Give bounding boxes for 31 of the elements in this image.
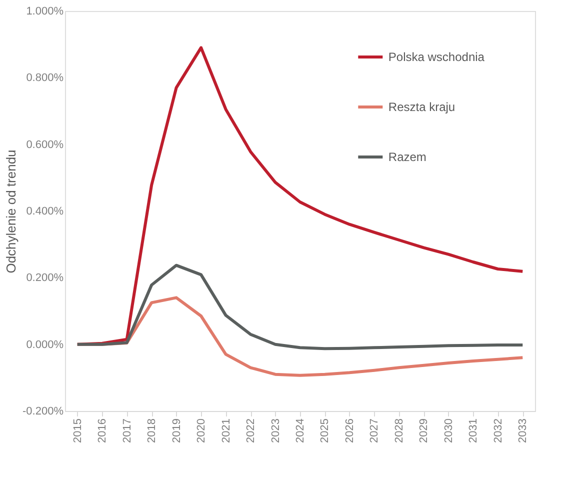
y-tick-label: 0.800% — [26, 72, 64, 84]
y-tick-label: 1.000% — [26, 6, 64, 18]
x-tick-label: 2020 — [196, 418, 208, 443]
x-tick-label: 2017 — [121, 418, 134, 443]
x-tick-label: 2019 — [170, 418, 183, 443]
line-series — [76, 264, 524, 350]
x-tick-label: 2024 — [294, 418, 306, 443]
legend-label: Reszta kraju — [388, 100, 456, 114]
x-tick-label: 2016 — [96, 418, 109, 443]
y-tick-label: 0.200% — [26, 272, 64, 284]
x-tick-label: 2031 — [468, 418, 480, 443]
legend-label: Razem — [388, 150, 426, 164]
x-tick-label: 2028 — [393, 418, 406, 443]
y-axis-title: Odchylenie od trendu — [4, 150, 19, 274]
y-tick-label: 0.400% — [26, 206, 64, 218]
x-tick-label: 2022 — [245, 418, 258, 443]
x-tick-label: 2026 — [344, 418, 356, 443]
x-tick-label: 2015 — [72, 418, 84, 443]
y-tick-label: 0.600% — [26, 138, 64, 151]
y-tick-label: 0.000% — [26, 338, 64, 351]
y-tick-label: -0.200% — [22, 406, 64, 418]
x-tick-label: 2029 — [418, 418, 430, 443]
x-tick-label: 2032 — [492, 418, 504, 443]
x-tick-label: 2018 — [146, 418, 158, 443]
x-tick-label: 2025 — [319, 418, 332, 443]
x-tick-label: 2027 — [368, 418, 381, 443]
x-tick-label: 2030 — [442, 418, 455, 443]
x-tick-label: 2021 — [220, 418, 232, 443]
legend-label: Polska wschodnia — [388, 50, 485, 64]
x-tick-label: 2033 — [517, 418, 530, 443]
x-tick-label: 2023 — [270, 418, 282, 443]
